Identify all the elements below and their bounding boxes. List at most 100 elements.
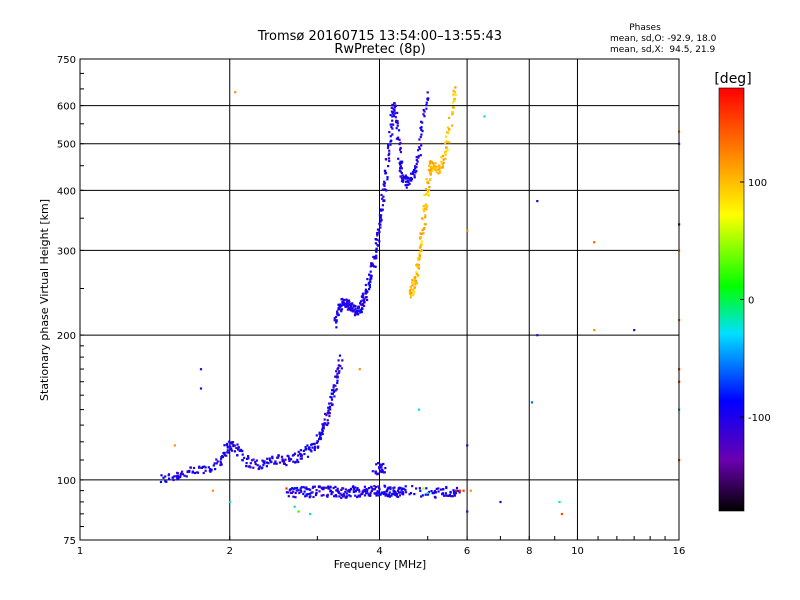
- trace-point: [338, 495, 341, 498]
- trace-point: [418, 147, 421, 150]
- trace-point: [434, 162, 437, 165]
- trace-point: [254, 461, 257, 464]
- trace-point: [229, 446, 232, 449]
- trace-point: [454, 93, 457, 96]
- trace-point: [325, 486, 328, 489]
- trace-point: [378, 230, 381, 233]
- trace-point: [412, 288, 415, 291]
- chart-subtitle: RwPretec (8p): [334, 42, 425, 57]
- trace-point: [358, 490, 361, 493]
- trace-point: [189, 466, 192, 469]
- trace-point: [355, 312, 358, 315]
- trace-point: [215, 462, 218, 465]
- trace-point: [417, 258, 420, 261]
- trace-point: [335, 495, 338, 498]
- trace-point: [430, 490, 433, 493]
- trace-point: [423, 207, 426, 210]
- trace-point: [340, 496, 343, 500]
- trace-point: [332, 389, 335, 392]
- trace-point: [337, 490, 340, 493]
- trace-point: [261, 466, 264, 469]
- trace-point: [414, 171, 417, 174]
- trace-point: [219, 464, 222, 467]
- trace-point: [246, 457, 249, 460]
- colorbar: [deg] 100 0 -100: [714, 71, 771, 512]
- trace-point: [332, 486, 335, 490]
- trace-point: [290, 458, 293, 461]
- trace-point: [397, 136, 400, 139]
- trace-point: [429, 169, 432, 172]
- trace-point: [438, 171, 441, 174]
- trace-point: [292, 490, 295, 493]
- trace-point: [400, 171, 403, 175]
- trace-point: [451, 495, 454, 498]
- trace-point: [430, 160, 433, 163]
- trace-point: [423, 210, 426, 213]
- trace-point: [226, 442, 229, 445]
- trace-point: [400, 180, 404, 183]
- scatter-point: [458, 489, 461, 492]
- trace-point: [378, 486, 381, 489]
- trace-point: [418, 487, 421, 490]
- trace-point: [437, 487, 440, 490]
- trace-point: [292, 495, 295, 498]
- trace-point: [261, 459, 264, 462]
- trace-point: [422, 108, 425, 112]
- trace-point: [387, 165, 390, 168]
- trace-point: [348, 490, 351, 493]
- trace-point: [395, 137, 398, 140]
- trace-point: [390, 139, 393, 142]
- trace-point: [416, 274, 419, 277]
- trace-point: [378, 466, 381, 469]
- trace-point: [445, 494, 448, 497]
- trace-point: [173, 475, 176, 478]
- trace-point: [313, 448, 316, 452]
- colorbar-tick-label: -100: [748, 413, 771, 424]
- trace-point: [349, 305, 353, 308]
- trace-point: [444, 492, 447, 495]
- trace-point: [367, 283, 370, 286]
- trace-point: [347, 299, 351, 302]
- trace-point: [422, 205, 425, 208]
- trace-point: [398, 162, 401, 165]
- trace-point: [448, 141, 451, 144]
- trace-point: [293, 487, 296, 490]
- trace-point: [283, 462, 286, 465]
- trace-point: [287, 455, 290, 458]
- trace-point: [414, 280, 418, 283]
- trace-point: [334, 315, 338, 319]
- trace-point: [380, 209, 383, 212]
- trace-point: [330, 396, 333, 399]
- trace-point: [285, 491, 288, 494]
- trace-point: [327, 485, 330, 488]
- trace-point: [454, 491, 457, 494]
- trace-point: [376, 238, 379, 241]
- trace-point: [322, 494, 325, 497]
- trace-point: [433, 164, 436, 167]
- trace-point: [192, 466, 196, 470]
- trace-point: [249, 466, 252, 469]
- trace-point: [331, 403, 334, 406]
- trace-point: [299, 449, 302, 452]
- colorbar-tick-label: 100: [748, 178, 767, 189]
- trace-point: [333, 319, 336, 322]
- trace-point: [453, 99, 456, 102]
- trace-point: [374, 238, 377, 241]
- trace-point: [309, 495, 312, 498]
- scatter-point: [560, 512, 563, 516]
- trace-point: [410, 293, 414, 296]
- trace-point: [333, 395, 336, 398]
- trace-point: [268, 457, 271, 460]
- trace-point: [233, 450, 237, 453]
- trace-point: [378, 214, 381, 217]
- trace-point: [419, 135, 422, 139]
- trace-point: [357, 306, 360, 309]
- trace-point: [377, 472, 380, 475]
- trace-point: [188, 470, 191, 473]
- trace-point: [311, 446, 314, 449]
- trace-point: [370, 485, 373, 488]
- trace-point: [354, 494, 357, 497]
- trace-point: [415, 163, 418, 166]
- trace-point: [387, 157, 391, 160]
- trace-point: [451, 124, 454, 127]
